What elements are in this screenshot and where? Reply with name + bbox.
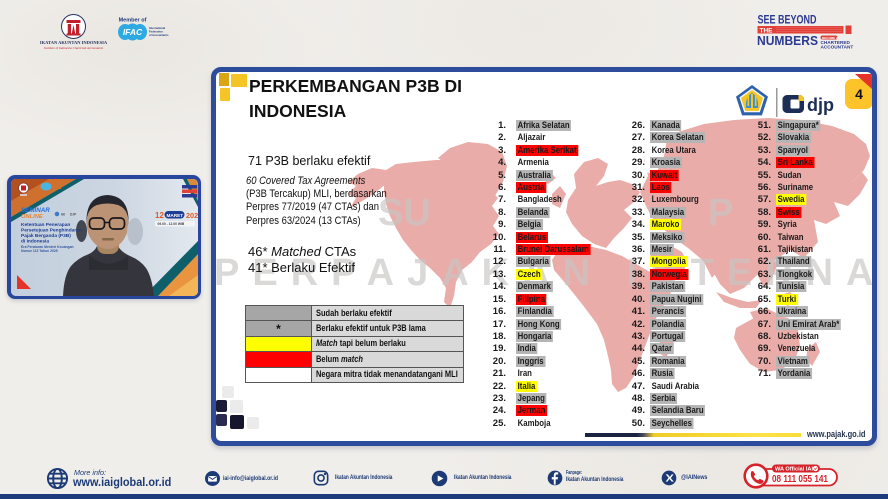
svg-text:09.00 - 12.00 WIB: 09.00 - 12.00 WIB (157, 222, 184, 226)
svg-text:2026: 2026 (186, 211, 198, 220)
svg-text:Persetujuan Penghindaran: Persetujuan Penghindaran (21, 227, 82, 233)
svg-text:NUMBERS: NUMBERS (757, 33, 818, 48)
svg-text:Member of: Member of (119, 18, 147, 24)
svg-text:of Accountants: of Accountants (149, 33, 169, 37)
svg-text:IFAC: IFAC (123, 27, 143, 37)
svg-text:Era Peraturan Menteri Keuangan: Era Peraturan Menteri Keuangan (21, 245, 74, 249)
svg-text:DJP: DJP (70, 212, 77, 216)
svg-text:CHARTERED: CHARTERED (821, 40, 851, 45)
svg-text:Nomor 113 Tahun 2025: Nomor 113 Tahun 2025 (21, 249, 58, 253)
svg-text:MARET: MARET (166, 212, 183, 217)
svg-text:BECOME A: BECOME A (822, 36, 839, 40)
svg-text:International: International (149, 26, 165, 30)
svg-text:IKATAN AKUNTAN INDONESIA: IKATAN AKUNTAN INDONESIA (40, 40, 108, 45)
svg-text:ONLINE: ONLINE (21, 214, 43, 220)
svg-text:Federation: Federation (149, 30, 163, 34)
svg-text:Ketentuan Penerapan: Ketentuan Penerapan (21, 222, 70, 228)
svg-text:djp: djp (807, 95, 834, 115)
svg-text:IAI: IAI (61, 212, 65, 216)
svg-text:Institute of Indonesia Charter: Institute of Indonesia Chartered Account… (43, 46, 104, 50)
svg-text:SEMINAR: SEMINAR (21, 207, 50, 214)
svg-text:SEE BEYOND: SEE BEYOND (758, 15, 817, 27)
svg-text:THE: THE (760, 27, 774, 34)
svg-text:08 111 055 141: 08 111 055 141 (772, 474, 828, 485)
svg-text:ACCOUNTANT: ACCOUNTANT (821, 45, 854, 50)
svg-text:Pajak Berganda (P3B): Pajak Berganda (P3B) (21, 233, 71, 239)
svg-text:di Indonesia: di Indonesia (21, 238, 49, 244)
svg-text:WA Official IAI: WA Official IAI (775, 467, 814, 473)
svg-text:12: 12 (155, 211, 164, 220)
